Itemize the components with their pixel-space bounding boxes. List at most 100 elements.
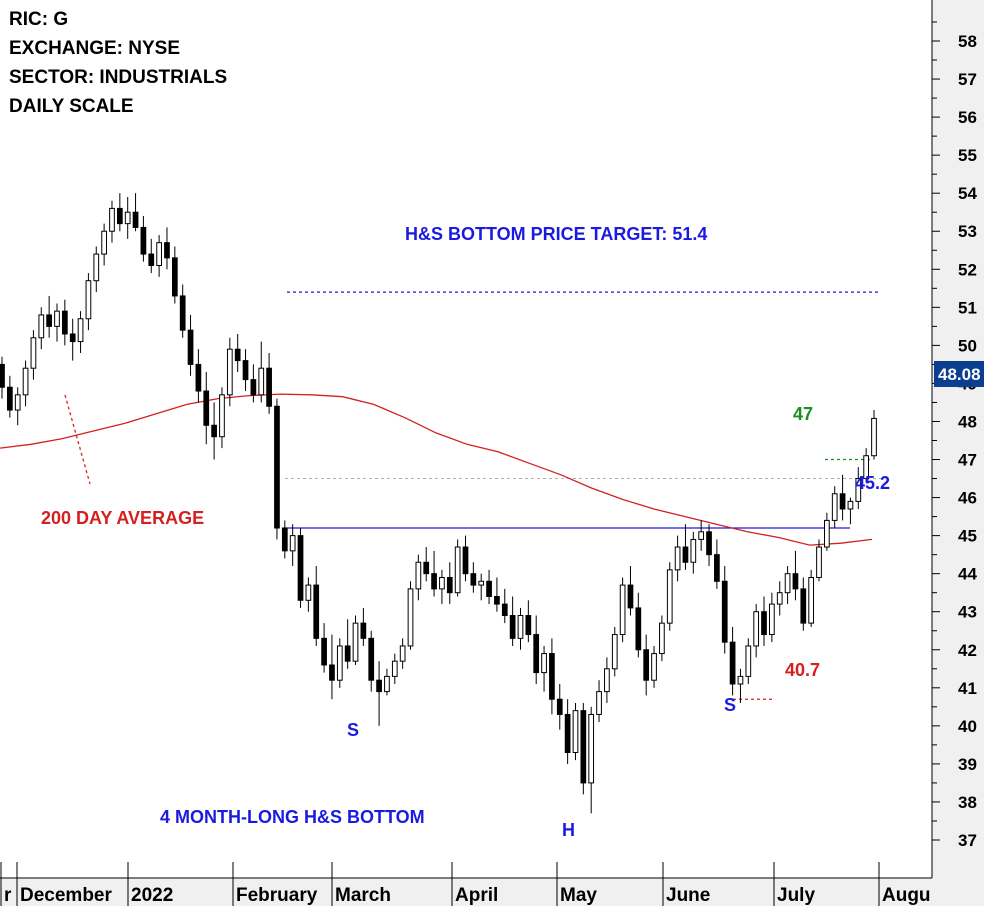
candle-body <box>77 318 84 343</box>
candle <box>863 448 870 483</box>
candle-body <box>38 314 45 339</box>
candle <box>30 330 37 380</box>
candle <box>501 588 508 624</box>
candle-body <box>156 242 162 266</box>
candle <box>737 668 744 704</box>
candle <box>745 638 752 685</box>
candle-body <box>140 226 147 255</box>
y-tick-label: 48 <box>958 412 977 431</box>
candle <box>148 238 155 274</box>
candle <box>761 596 767 646</box>
y-tick-label: 46 <box>958 489 977 508</box>
candle <box>368 630 375 692</box>
candle <box>132 193 139 232</box>
candle <box>219 387 225 449</box>
candle <box>855 467 862 509</box>
y-tick-label: 50 <box>958 336 977 355</box>
candle-body <box>580 710 587 784</box>
candle <box>706 524 712 567</box>
candle-body <box>549 653 555 700</box>
candle <box>336 638 343 688</box>
y-tick-label: 43 <box>958 603 977 622</box>
candle-body <box>737 675 744 685</box>
candle <box>6 375 13 418</box>
candle-body <box>800 588 807 624</box>
candle-body <box>674 546 681 571</box>
candle-body <box>698 531 705 540</box>
candle <box>226 337 233 407</box>
candle-body <box>847 500 854 510</box>
candle-body <box>470 573 477 586</box>
candle <box>431 550 437 597</box>
candle-body <box>454 546 461 594</box>
candle-body <box>761 611 767 636</box>
candle-body <box>54 310 60 327</box>
candle-body <box>682 546 689 563</box>
candle-body <box>706 531 712 556</box>
candle-body <box>258 367 265 396</box>
candle-body <box>431 573 437 590</box>
candle-body <box>203 390 210 426</box>
candle-body <box>619 584 626 636</box>
candle-body <box>85 280 92 320</box>
candle <box>234 333 241 373</box>
candle-body <box>831 493 838 521</box>
candle-body <box>494 595 500 605</box>
x-tick-label: December <box>20 885 112 906</box>
candle <box>211 402 217 460</box>
candle-body <box>423 561 430 575</box>
candle <box>360 607 367 646</box>
head-label: H <box>562 820 575 840</box>
candle <box>140 216 147 262</box>
y-tick-label: 45 <box>958 527 977 546</box>
candle-body <box>352 622 359 662</box>
candle-body <box>769 603 775 636</box>
candle <box>179 284 186 338</box>
candle <box>541 645 547 692</box>
y-axis-ticks: 3738394041424344454647484950515253545556… <box>932 21 977 850</box>
candle <box>423 547 430 582</box>
candle <box>85 273 92 331</box>
candle <box>321 623 327 673</box>
candle-body <box>446 576 453 594</box>
candle <box>0 356 5 399</box>
plot-area <box>0 0 932 878</box>
candle-body <box>824 519 830 548</box>
candle <box>407 581 414 650</box>
candle-body <box>399 645 406 662</box>
y-tick-label: 58 <box>958 32 977 51</box>
level-lines <box>64 291 890 700</box>
level-40-7-label: 40.7 <box>785 660 821 680</box>
candle <box>446 562 453 605</box>
candle <box>698 520 705 551</box>
y-tick-label: 40 <box>958 717 977 736</box>
left-shoulder-label: S <box>347 720 360 740</box>
last-price-label: 48.08 <box>938 365 981 384</box>
candle-body <box>501 603 508 617</box>
x-tick-label: April <box>455 885 498 906</box>
candle-body <box>93 253 100 282</box>
candle-body <box>195 363 202 392</box>
candle <box>776 581 783 616</box>
candle-body <box>855 478 862 502</box>
candle <box>109 200 115 243</box>
candle-body <box>266 367 272 407</box>
candle <box>46 295 52 338</box>
candle <box>478 573 485 601</box>
ric-label: RIC: G <box>9 9 69 30</box>
candle <box>14 387 21 426</box>
candle <box>635 592 642 658</box>
candle <box>384 668 390 696</box>
candle-body <box>596 691 602 715</box>
y-tick-label: 41 <box>958 679 977 698</box>
candle-body <box>714 554 720 582</box>
candle <box>93 246 100 293</box>
candle <box>533 615 540 685</box>
candle <box>494 577 500 612</box>
candle-body <box>274 405 280 529</box>
candle <box>800 577 807 631</box>
candle-body <box>407 588 414 647</box>
candle-body <box>509 615 516 639</box>
candle <box>596 680 602 723</box>
candle-body <box>344 645 351 662</box>
